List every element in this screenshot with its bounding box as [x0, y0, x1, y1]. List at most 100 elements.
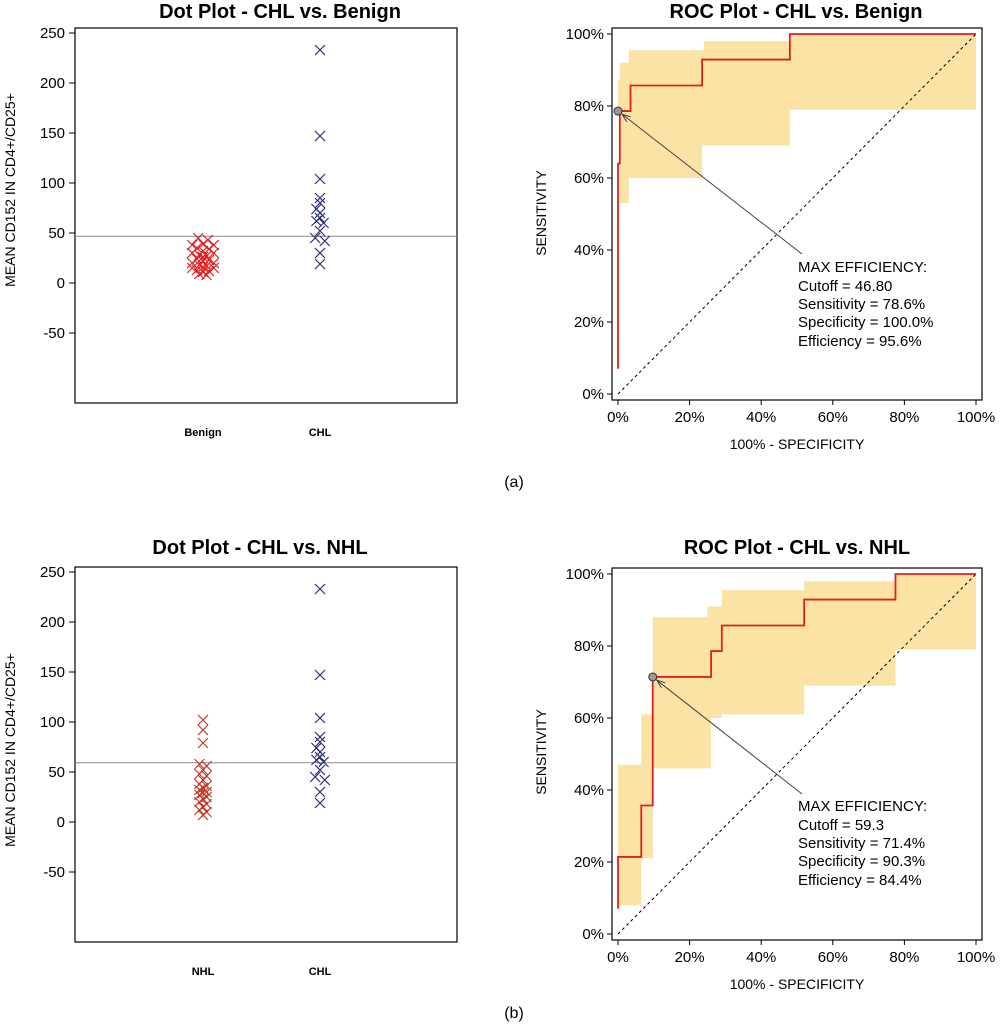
roc-plot-a-annotation-line: Specificity = 100.0% — [798, 314, 934, 331]
roc-plot-b-max-efficiency-point — [648, 672, 658, 682]
dot-plot-a-category-benign: Benign — [184, 427, 222, 439]
dot-plot-b-point-nhl — [201, 786, 213, 798]
dot-plot-b-point-nhl — [193, 796, 205, 808]
roc-plot-a-ylabel: SENSITIVITY — [533, 170, 549, 256]
roc-plot-a-x-tick-label: 0% — [607, 409, 629, 426]
panel-a: Dot Plot - CHL vs. Benign 250 200 150 100 50… — [2, 1, 995, 491]
roc-plot-b-arrow-head — [655, 679, 666, 688]
dot-plot-a-point-chl — [314, 197, 326, 209]
dot-plot-a-marks — [186, 44, 331, 281]
dot-plot-a-y-tick-label: 250 — [40, 25, 65, 42]
dot-plot-b-y-tick-label: 150 — [40, 664, 65, 681]
dot-plot-b-point-nhl — [193, 804, 205, 816]
dot-plot-b-point-nhl — [193, 758, 205, 770]
dot-plot-a-point-benign — [208, 257, 220, 269]
roc-plot-a-y-tick-label: 100% — [566, 26, 604, 43]
roc-plot-b-confidence-band — [618, 574, 976, 906]
roc-plot-b-y-tick-label: 60% — [574, 710, 604, 727]
dot-plot-a-point-chl — [314, 192, 326, 204]
dot-plot-a-y-tick-label: 200 — [40, 75, 65, 92]
dot-plot-b-point-chl — [314, 797, 326, 809]
dot-plot-b-y-tick-label: 200 — [40, 614, 65, 631]
dot-plot-b-point-chl — [309, 771, 321, 783]
dot-plot-a-y-tick-label: 50 — [48, 225, 65, 242]
roc-plot-b-ylabel: SENSITIVITY — [533, 709, 549, 795]
dot-plot-b-point-chl — [318, 756, 330, 768]
roc-plot-a-arrow-head — [620, 113, 631, 122]
roc-plot-a-annotation-line: Efficiency = 95.6% — [798, 333, 922, 350]
roc-plot-a-annotation-line: MAX EFFICIENCY: — [798, 259, 927, 276]
roc-plot-b-x-tick-label: 100% — [957, 949, 995, 966]
dot-plot-a-y-tick-label: 100 — [40, 175, 65, 192]
dot-plot-b-point-chl — [319, 774, 331, 786]
dot-plot-b-frame — [74, 566, 458, 943]
dot-plot-a-point-chl — [314, 44, 326, 56]
dot-plot-b-y-tick-label: -50 — [43, 864, 65, 881]
roc-plot-a-x-tick-label: 60% — [818, 409, 848, 426]
roc-plot-a-y-tick-label: 60% — [574, 170, 604, 187]
dot-plot-b-point-nhl — [197, 737, 209, 749]
dot-plot-b-point-chl — [314, 746, 326, 758]
dot-plot-a-y-tick-label: 0 — [57, 275, 65, 292]
roc-plot-a-title: ROC Plot - CHL vs. Benign — [670, 1, 923, 23]
dot-plot-b-point-chl — [314, 669, 326, 681]
dot-plot-b-point-chl — [314, 583, 326, 595]
dot-plot-b-y-tick-label: 50 — [48, 764, 65, 781]
dot-plot-a-point-chl — [314, 207, 326, 219]
roc-plot-b-xlabel: 100% - SPECIFICITY — [730, 976, 865, 992]
roc-plot-a-annotation: MAX EFFICIENCY: Cutoff = 46.80 Sensitivi… — [798, 259, 934, 350]
roc-plot-b-x-tick-label: 20% — [675, 949, 705, 966]
roc-plot-a-xlabel: 100% - SPECIFICITY — [730, 436, 865, 452]
roc-plot-b-area: 0% 100% 20% 80% 40% 60% 60% 40% 80% 20% 100% 0% — [566, 566, 996, 966]
dot-plot-a-point-chl — [318, 217, 330, 229]
dot-plot-a: Dot Plot - CHL vs. Benign 250 200 150 100 50… — [2, 1, 458, 439]
roc-plot-b-x-tick-label: 80% — [889, 949, 919, 966]
roc-plot-a-area: 0% 100% 20% 80% 40% 60% 60% 40% 80% 20% 100% 0% — [566, 26, 996, 426]
roc-plot-a-y-tick-label: 20% — [574, 314, 604, 331]
dot-plot-a-point-benign — [197, 251, 209, 263]
dot-plot-a-point-chl — [314, 225, 326, 237]
roc-plot-b: ROC Plot - CHL vs. NHL 0% 100% 20% 80% 40% 60… — [533, 537, 995, 992]
dot-plot-a-ylabel: MEAN CD152 IN CD4+/CD25+ — [2, 93, 18, 287]
panel-a-label: (a) — [504, 474, 524, 491]
dot-plot-b-point-nhl — [193, 768, 205, 780]
dot-plot-a-frame — [74, 27, 458, 404]
dot-plot-a-point-chl — [310, 215, 322, 227]
roc-plot-b-y-tick-label: 0% — [582, 926, 604, 943]
dot-plot-b-marks — [193, 583, 331, 821]
roc-plot-b-annotation-line: Specificity = 90.3% — [798, 853, 925, 870]
roc-plot-a-x-tick-label: 100% — [957, 409, 995, 426]
dot-plot-b-category-chl: CHL — [309, 966, 332, 978]
dot-plot-a-title: Dot Plot - CHL vs. Benign — [159, 1, 401, 23]
roc-plot-a-max-efficiency-point — [613, 106, 623, 116]
dot-plot-b-y-ticks: 250 200 150 100 50 0 -50 — [40, 564, 75, 881]
dot-plot-b-category-nhl: NHL — [192, 966, 215, 978]
roc-plot-a-annotation-line: Sensitivity = 78.6% — [798, 296, 925, 313]
roc-plot-b-roc-curve — [617, 573, 976, 909]
dot-plot-a-point-chl — [314, 247, 326, 259]
dot-plot-b-point-chl — [314, 786, 326, 798]
roc-plot-b-annotation-line: Efficiency = 84.4% — [798, 872, 922, 889]
dot-plot-a-point-benign — [186, 239, 198, 251]
roc-plot-b-annotation-line: MAX EFFICIENCY: — [798, 798, 927, 815]
dot-plot-a-point-benign — [192, 232, 204, 244]
dot-plot-a-point-benign — [186, 257, 198, 269]
dot-plot-a-y-ticks: 250 200 150 100 50 0 -50 — [40, 25, 75, 342]
dot-plot-b-y-tick-label: 0 — [57, 814, 65, 831]
dot-plot-a-point-benign — [186, 247, 198, 259]
dot-plot-b-y-tick-label: 100 — [40, 714, 65, 731]
dot-plot-b-point-nhl — [197, 714, 209, 726]
dot-plot-b-point-chl — [310, 754, 322, 766]
roc-plot-b-annotation: MAX EFFICIENCY: Cutoff = 59.3 Sensitivit… — [798, 798, 927, 889]
dot-plot-a-point-chl — [314, 258, 326, 270]
roc-plot-a-roc-curve — [617, 33, 976, 369]
roc-plot-a-x-tick-label: 20% — [675, 409, 705, 426]
dot-plot-b-point-chl — [314, 731, 326, 743]
dot-plot-b: Dot Plot - CHL vs. NHL 250 200 150 100 50 0 -5… — [2, 537, 458, 978]
panel-b: Dot Plot - CHL vs. NHL 250 200 150 100 50 0 -5… — [2, 537, 995, 1022]
dot-plot-a-y-tick-label: 150 — [40, 125, 65, 142]
roc-plot-a-y-tick-label: 0% — [582, 386, 604, 403]
dot-plot-a-point-chl — [309, 232, 321, 244]
roc-plot-b-y-tick-label: 80% — [574, 638, 604, 655]
